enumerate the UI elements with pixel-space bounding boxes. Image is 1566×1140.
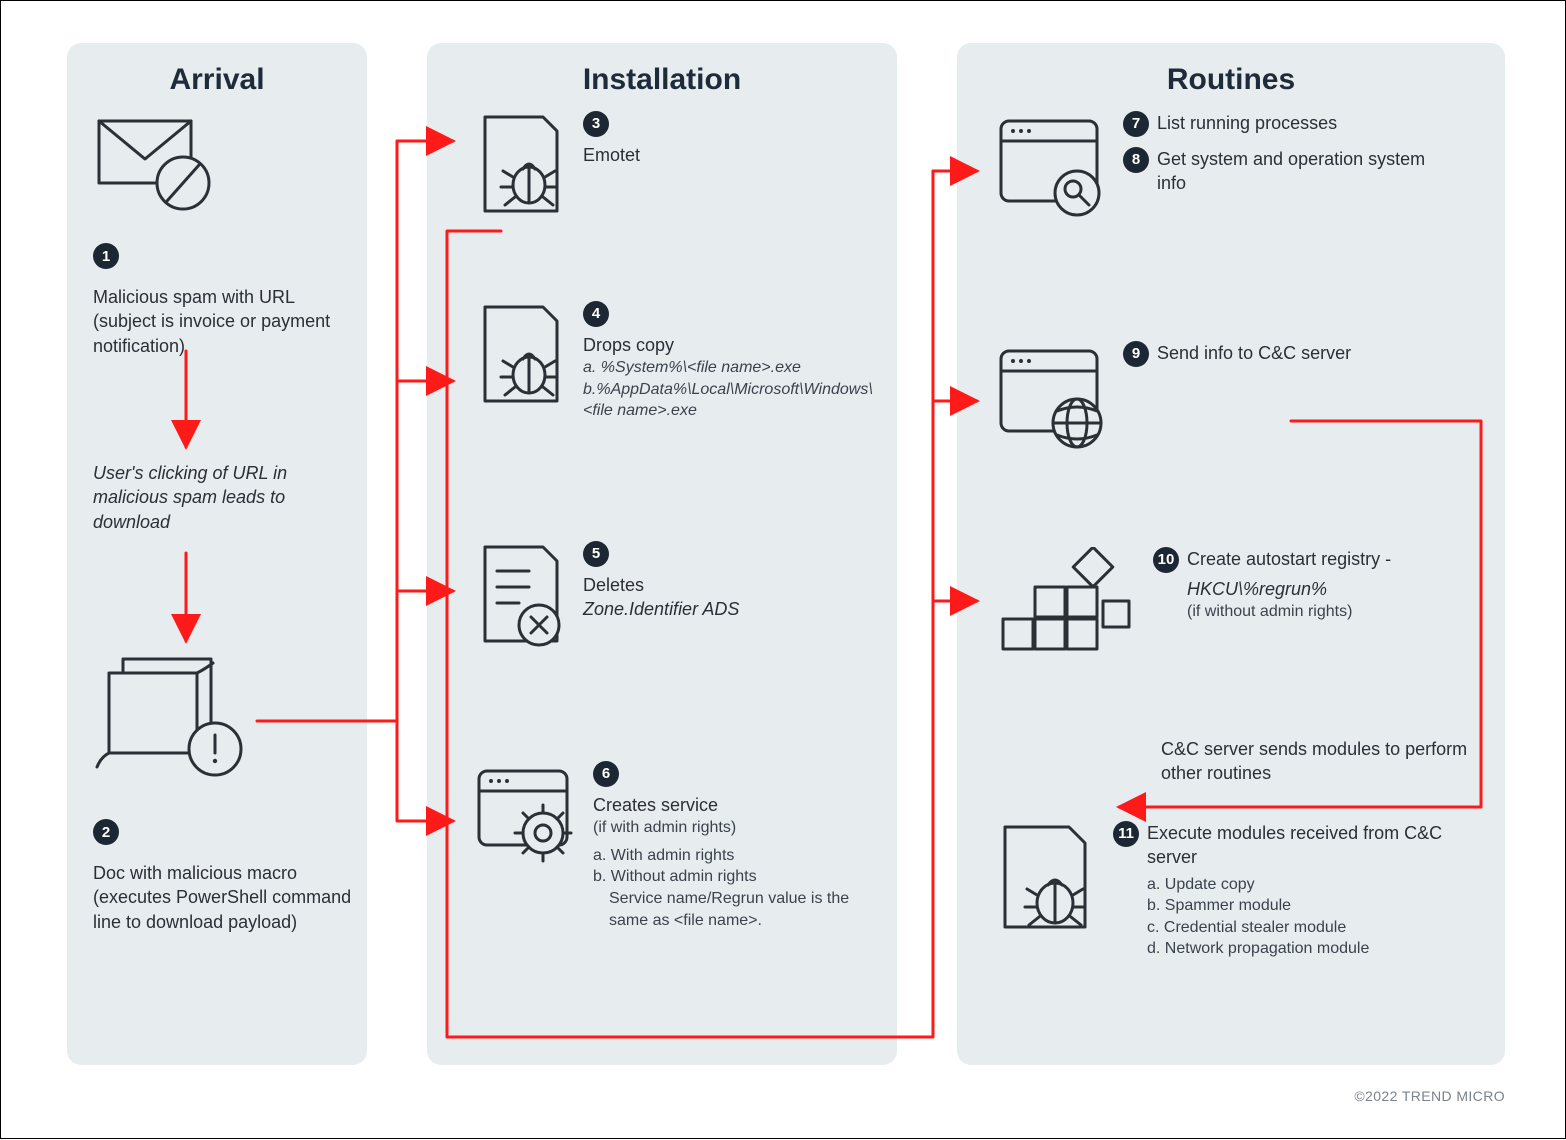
node-5: 5 Deletes Zone.Identifier ADS bbox=[471, 541, 739, 651]
step5-line: Zone.Identifier ADS bbox=[583, 597, 739, 621]
step6-cond: (if with admin rights) bbox=[593, 817, 883, 839]
step5-title: Deletes bbox=[583, 573, 739, 597]
badge-5: 5 bbox=[583, 541, 609, 567]
node-6: 6 Creates service (if with admin rights)… bbox=[471, 761, 883, 931]
mail-block-icon bbox=[93, 111, 213, 231]
file-delete-icon bbox=[471, 541, 571, 651]
badge-1: 1 bbox=[93, 243, 119, 269]
file-bug-icon-2 bbox=[471, 301, 571, 411]
window-gear-icon bbox=[471, 761, 581, 871]
col-routines-title: Routines bbox=[981, 63, 1481, 97]
step6-b2: Service name/Regrun value is the same as… bbox=[593, 888, 883, 931]
step9-text: Send info to C&C server bbox=[1157, 341, 1351, 365]
step11-title: Execute modules received from C&C server bbox=[1147, 821, 1453, 870]
badge-10: 10 bbox=[1153, 547, 1179, 573]
node-9: 9 Send info to C&C server bbox=[991, 341, 1351, 451]
node-3: 3 Emotet bbox=[471, 111, 640, 221]
badge-4: 4 bbox=[583, 301, 609, 327]
node-10: 10 Create autostart registry - HKCU\%reg… bbox=[991, 547, 1391, 657]
badge-11: 11 bbox=[1113, 821, 1139, 847]
note-click: User's clicking of URL in malicious spam… bbox=[93, 461, 353, 534]
step11-b: b. Spammer module bbox=[1113, 895, 1453, 917]
step8-text: Get system and operation system info bbox=[1157, 147, 1443, 196]
badge-7: 7 bbox=[1123, 111, 1149, 137]
step7-text: List running processes bbox=[1157, 111, 1337, 135]
step6-a: a. With admin rights bbox=[593, 845, 883, 867]
badge-6: 6 bbox=[593, 761, 619, 787]
step11-a: a. Update copy bbox=[1113, 874, 1453, 896]
step10-line: HKCU\%regrun% bbox=[1153, 577, 1391, 601]
node-11: 11 Execute modules received from C&C ser… bbox=[991, 821, 1453, 960]
badge-8: 8 bbox=[1123, 147, 1149, 173]
note-cc: C&C server sends modules to perform othe… bbox=[1161, 737, 1481, 786]
badge-2: 2 bbox=[93, 819, 119, 845]
step10-title: Create autostart registry - bbox=[1187, 547, 1391, 571]
file-bug-icon bbox=[471, 111, 571, 221]
step6-title: Creates service bbox=[593, 793, 883, 817]
step4-b: b.%AppData%\Local\Microsoft\Windows\<fil… bbox=[583, 379, 883, 422]
doc-macro-icon bbox=[93, 651, 243, 801]
node-2: 2 Doc with malicious macro (executes Pow… bbox=[93, 651, 353, 934]
registry-blocks-icon bbox=[991, 547, 1141, 657]
window-search-icon bbox=[991, 111, 1111, 221]
step6-b: b. Without admin rights bbox=[593, 866, 883, 888]
badge-9: 9 bbox=[1123, 341, 1149, 367]
node-4: 4 Drops copy a. %System%\<file name>.exe… bbox=[471, 301, 883, 422]
step3-text: Emotet bbox=[583, 143, 640, 167]
step2-text: Doc with malicious macro (executes Power… bbox=[93, 861, 353, 934]
step4-title: Drops copy bbox=[583, 333, 883, 357]
step11-d: d. Network propagation module bbox=[1113, 938, 1453, 960]
step11-c: c. Credential stealer module bbox=[1113, 917, 1453, 939]
step10-cond: (if without admin rights) bbox=[1153, 601, 1391, 623]
node-7-8: 7 List running processes 8 Get system an… bbox=[991, 111, 1443, 221]
diagram-canvas: Arrival Installation Routines 1 Maliciou… bbox=[0, 0, 1566, 1139]
node-1: 1 Malicious spam with URL (subject is in… bbox=[93, 111, 353, 358]
col-arrival-title: Arrival bbox=[91, 63, 343, 97]
file-bug-icon-3 bbox=[991, 821, 1101, 931]
step4-a: a. %System%\<file name>.exe bbox=[583, 357, 883, 379]
step1-text: Malicious spam with URL (subject is invo… bbox=[93, 285, 353, 358]
col-installation-title: Installation bbox=[451, 63, 873, 97]
footer-copyright: ©2022 TREND MICRO bbox=[1354, 1088, 1505, 1104]
window-globe-icon bbox=[991, 341, 1111, 451]
badge-3: 3 bbox=[583, 111, 609, 137]
